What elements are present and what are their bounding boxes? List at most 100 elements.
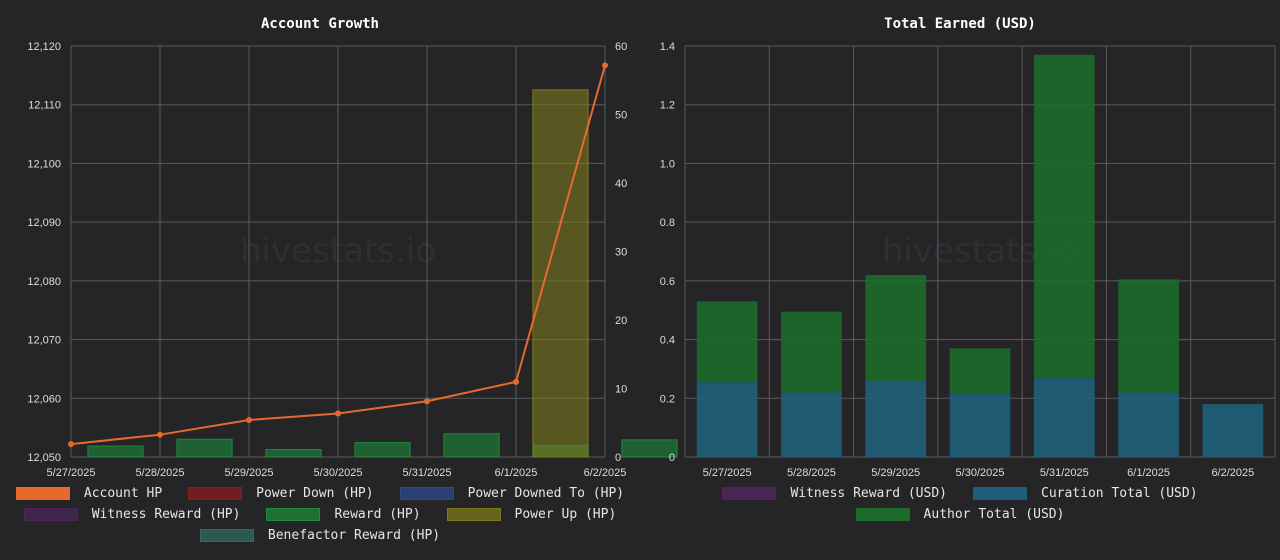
legend-label: Power Up (HP) <box>514 507 617 522</box>
y-left-tick-label: 12,060 <box>27 393 61 405</box>
bar-reward-hp- <box>87 445 144 458</box>
legend-swatch <box>199 529 254 542</box>
y-tick-label: 1.0 <box>660 158 675 170</box>
legend-item[interactable]: Power Up (HP) <box>446 507 617 522</box>
y-right-tick-label: 50 <box>615 110 627 122</box>
account-hp-point <box>513 378 519 385</box>
bar-author-total-usd- <box>781 311 842 393</box>
y-left-tick-label: 12,090 <box>27 217 61 229</box>
account-hp-point <box>157 431 163 438</box>
y-left-tick-label: 12,080 <box>27 276 61 288</box>
x-tick-label: 5/29/2025 <box>225 467 274 479</box>
legend-label: Author Total (USD) <box>923 507 1065 522</box>
legend-label: Account HP <box>83 486 163 501</box>
legend-swatch <box>15 487 70 500</box>
bar-curation-total-usd- <box>696 382 758 457</box>
account-growth-title: Account Growth <box>260 16 379 32</box>
y-right-tick-label: 30 <box>615 247 627 259</box>
account-growth-panel: Account Growth hivestats.io 12,050 12,060 1… <box>0 16 678 546</box>
bar-curation-total-usd- <box>1118 392 1179 457</box>
bar-reward-hp- <box>621 439 678 458</box>
total-earned-title: Total Earned (USD) <box>884 16 1036 32</box>
y-left-tick-label: 12,120 <box>27 41 61 53</box>
legend-swatch <box>23 508 78 521</box>
y-tick-label: 0.4 <box>660 335 675 347</box>
legend-swatch <box>266 508 321 521</box>
legend-row: Author Total (USD) <box>640 504 1280 525</box>
account-hp-point <box>602 62 608 69</box>
x-tick-label: 5/31/2025 <box>403 467 452 479</box>
legend-row: Benefactor Reward (HP) <box>0 525 640 546</box>
y-right-tick-label: 40 <box>615 178 627 190</box>
legend-item[interactable]: Curation Total (USD) <box>973 486 1198 501</box>
account-growth-legend: Account HP Power Down (HP) Power Downed To… <box>0 483 640 546</box>
bar-author-total-usd- <box>696 301 758 383</box>
y-left-tick-label: 12,110 <box>28 100 61 112</box>
bar-reward-hp- <box>354 442 411 458</box>
total-earned-chart: hivestats.io00.20.40.60.81.01.21.45/27/2… <box>660 41 1276 479</box>
legend-swatch <box>722 487 777 500</box>
y-left-tick-label: 12,070 <box>27 335 61 347</box>
legend-swatch <box>973 487 1027 500</box>
total-earned-legend: Witness Reward (USD) Curation Total (USD)… <box>640 483 1280 525</box>
bar-curation-total-usd- <box>949 393 1011 457</box>
legend-item[interactable]: Witness Reward (USD) <box>722 486 947 501</box>
x-tick-label: 5/30/2025 <box>956 467 1005 479</box>
x-tick-label: 6/1/2025 <box>1127 467 1170 479</box>
y-tick-label: 0.6 <box>660 276 675 288</box>
x-tick-label: 6/2/2025 <box>584 467 627 479</box>
legend-row: Witness Reward (HP) Reward (HP) Power Up (… <box>0 504 640 525</box>
legend-label: Reward (HP) <box>334 507 421 522</box>
bar-reward-hp- <box>176 438 233 458</box>
x-tick-label: 5/29/2025 <box>871 467 920 479</box>
bar-curation-total-usd- <box>1202 404 1264 457</box>
legend-swatch <box>446 508 501 521</box>
legend-swatch <box>188 487 243 500</box>
bar-curation-total-usd- <box>865 380 927 457</box>
y-tick-label: 0 <box>669 452 675 464</box>
bar-reward-hp- <box>443 433 500 458</box>
legend-label: Power Downed To (HP) <box>467 486 625 501</box>
legend-item[interactable]: Power Down (HP) <box>188 486 374 501</box>
y-right-tick-label: 10 <box>615 384 627 396</box>
y-left-tick-label: 12,050 <box>27 452 61 464</box>
legend-label: Witness Reward (HP) <box>91 507 241 522</box>
total-earned-panel: Total Earned (USD) hivestats.io 0 0.2 0.4 0.… <box>640 0 1280 560</box>
bar-author-total-usd- <box>949 348 1011 394</box>
legend-swatch <box>855 508 910 521</box>
y-tick-label: 1.2 <box>660 100 675 112</box>
x-tick-label: 5/30/2025 <box>314 467 363 479</box>
legend-label: Benefactor Reward (HP) <box>267 528 441 543</box>
legend-item[interactable]: Account HP <box>15 486 163 501</box>
y-right-tick-label: 60 <box>615 41 627 53</box>
x-tick-label: 5/31/2025 <box>1040 467 1089 479</box>
bar-curation-total-usd- <box>781 392 842 457</box>
legend-row: Account HP Power Down (HP) Power Downed To… <box>0 483 640 504</box>
y-right-tick-label: 0 <box>615 452 621 464</box>
legend-item[interactable]: Author Total (USD) <box>855 507 1065 522</box>
bar-curation-total-usd- <box>1033 377 1095 457</box>
bar-author-total-usd- <box>1118 279 1179 393</box>
legend-label: Witness Reward (USD) <box>790 486 947 501</box>
bar-power-up-hp- <box>532 89 589 458</box>
x-tick-label: 5/27/2025 <box>703 467 752 479</box>
y-tick-label: 1.4 <box>660 41 675 53</box>
y-left-tick-label: 12,100 <box>27 158 61 170</box>
account-growth-chart: hivestats.io12,05012,06012,07012,08012,0… <box>27 41 678 479</box>
account-hp-point <box>246 417 252 424</box>
bar-author-total-usd- <box>865 274 927 381</box>
y-tick-label: 0.2 <box>660 393 675 405</box>
legend-item[interactable]: Benefactor Reward (HP) <box>199 528 441 543</box>
legend-item[interactable]: Witness Reward (HP) <box>23 507 241 522</box>
legend-item[interactable]: Reward (HP) <box>266 507 421 522</box>
x-tick-label: 6/1/2025 <box>495 467 538 479</box>
legend-swatch <box>399 487 454 500</box>
account-hp-point <box>68 441 74 448</box>
y-right-tick-label: 20 <box>615 315 627 327</box>
x-tick-label: 5/27/2025 <box>47 467 96 479</box>
x-tick-label: 5/28/2025 <box>136 467 185 479</box>
bar-author-total-usd- <box>1033 54 1095 378</box>
x-tick-label: 5/28/2025 <box>787 467 836 479</box>
x-tick-label: 6/2/2025 <box>1211 467 1254 479</box>
legend-item[interactable]: Power Downed To (HP) <box>399 486 625 501</box>
